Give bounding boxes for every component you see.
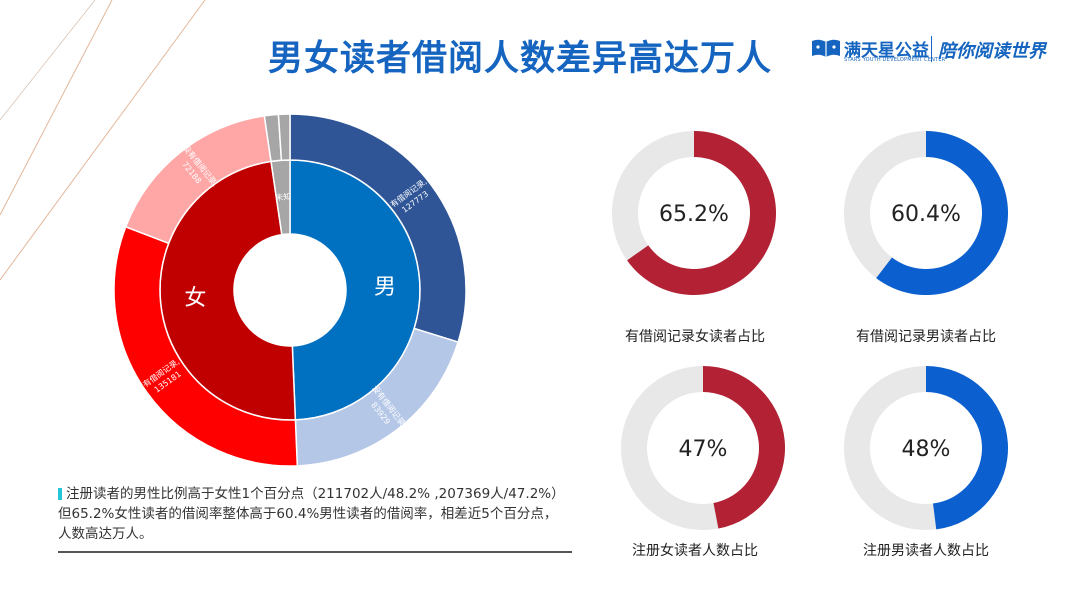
sunburst-inner-label-2: 未知 — [275, 191, 292, 202]
gauge-male-borrow-rate: 60.4% — [843, 131, 1008, 295]
logo-brand-en: STARS YOUTH DEVELOPMENT CENTER — [844, 57, 946, 63]
gauge-female-register-caption: 注册女读者人数占比 — [632, 543, 758, 559]
gauge-male-borrow-caption: 有借阅记录男读者占比 — [856, 329, 996, 345]
gauge-value-arc — [703, 366, 785, 529]
gauge-value-label: 48% — [902, 437, 951, 462]
gauge-female-register-rate: 47% — [620, 366, 785, 530]
gauge-female-borrow-caption: 有借阅记录女读者占比 — [625, 329, 765, 345]
bottom-rule — [58, 551, 572, 553]
sunburst-outer-slice-5 — [277, 113, 291, 162]
gauge-value-label: 65.2% — [659, 202, 729, 227]
sunburst-inner-label-1: 女 — [184, 286, 206, 311]
note-line-3: 人数高达万人。 — [58, 526, 153, 542]
logo: 满天星公益 STARS YOUTH DEVELOPMENT CENTER 陪你阅… — [810, 36, 1050, 66]
page-title: 男女读者借阅人数差异高达万人 — [268, 39, 773, 79]
note-accent-bar — [58, 488, 62, 500]
gauge-male-register-caption: 注册男读者人数占比 — [863, 543, 989, 559]
summary-note: 注册读者的男性比例高于女性1个百分点（211702人/48.2% ,207369… — [58, 484, 578, 544]
logo-slogan: 陪你阅读世界 — [938, 41, 1046, 62]
gauge-value-label: 47% — [679, 437, 728, 462]
gauge-value-label: 60.4% — [891, 202, 961, 227]
note-line-1: 注册读者的男性比例高于女性1个百分点（211702人/48.2% ,207369… — [66, 486, 565, 502]
gauge-female-borrow-rate: 65.2% — [611, 131, 776, 295]
gauge-value-arc — [627, 131, 776, 295]
sunburst-inner-label-0: 男 — [374, 275, 396, 300]
note-line-2: 但65.2%女性读者的借阅率整体高于60.4%男性读者的借阅率，相差近5个百分点… — [58, 506, 558, 522]
gauge-male-register-rate: 48% — [843, 366, 1009, 530]
logo-separator — [931, 36, 932, 62]
logo-brand: 满天星公益 — [844, 41, 929, 61]
open-book-icon — [812, 39, 840, 57]
gauge-value-arc — [876, 131, 1008, 295]
gauge-value-arc — [926, 366, 1009, 530]
